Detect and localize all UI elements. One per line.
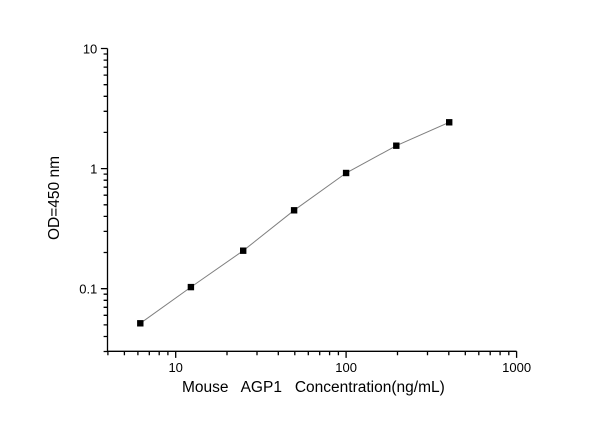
svg-text:1000: 1000: [502, 360, 531, 375]
svg-text:OD=450 nm: OD=450 nm: [46, 156, 63, 240]
svg-text:1: 1: [90, 161, 97, 176]
svg-text:10: 10: [83, 41, 97, 56]
svg-text:0.1: 0.1: [79, 282, 97, 297]
svg-text:10: 10: [168, 360, 182, 375]
svg-text:Mouse AGP1 Concentration(n: Mouse AGP1 Concentration(ng/mL): [182, 379, 445, 396]
svg-text:100: 100: [335, 360, 357, 375]
